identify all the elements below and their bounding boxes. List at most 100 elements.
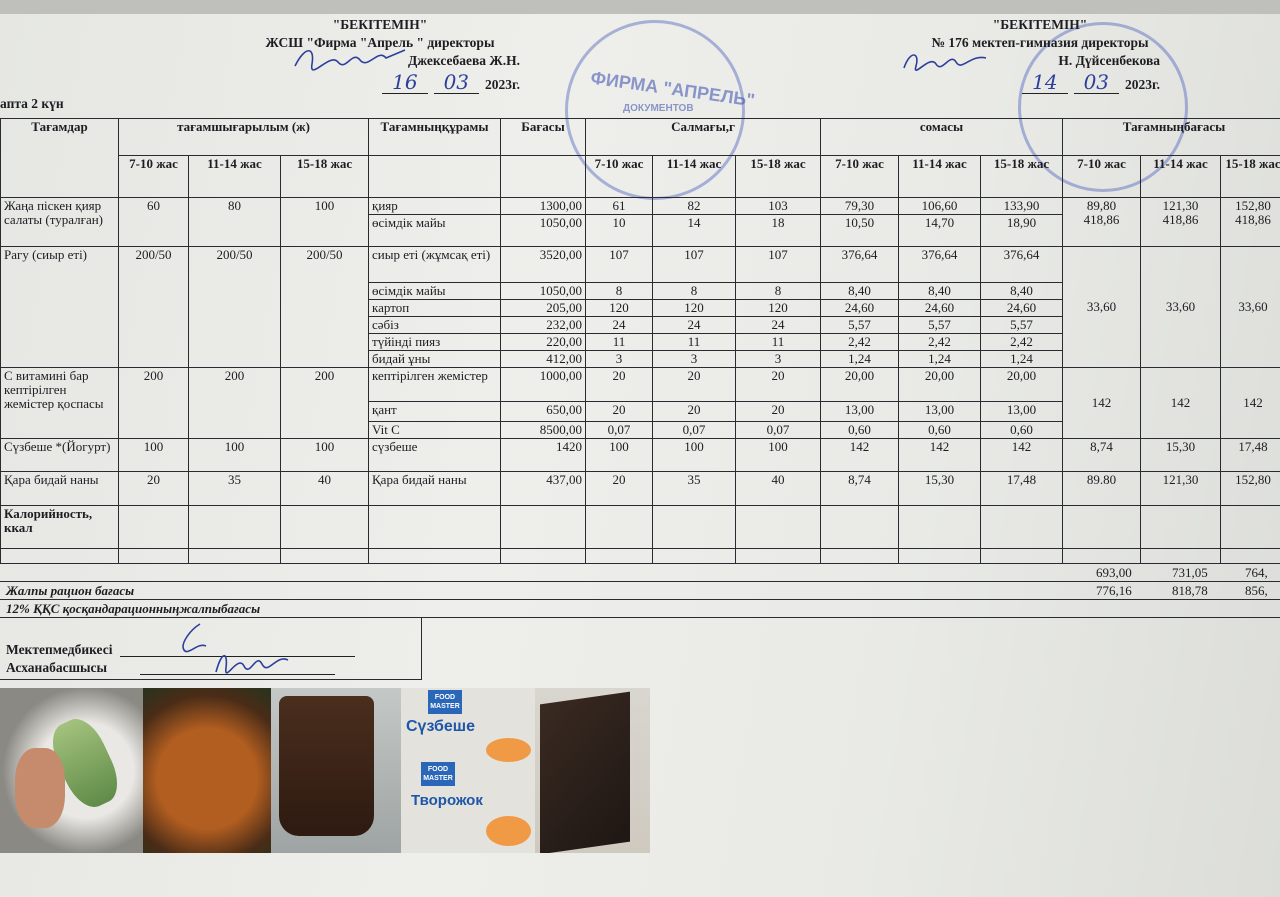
ingredient-weight: 107	[585, 246, 654, 283]
dish-output: 200/50	[188, 246, 281, 368]
dish-price: 89,80 418,86	[1062, 197, 1142, 247]
table-row: Жаңа піскен қияр салаты (туралған) 60 80 10…	[0, 197, 1280, 247]
empty-cell	[1220, 548, 1280, 564]
food-photos: FOOD MASTER Сүзбеше FOOD MASTER Творожок	[0, 688, 1280, 853]
dish-output: 20	[118, 471, 189, 506]
dish-output: 35	[188, 471, 281, 506]
ingredient-sum: 20,00	[980, 367, 1064, 402]
ingredient-weight: 11	[735, 333, 822, 351]
dish-output: 80	[188, 197, 281, 247]
ingredient-sum: 376,64	[980, 246, 1064, 283]
ingredient-price: 1300,00	[500, 197, 587, 215]
ingredient-weight: 0,07	[652, 421, 737, 439]
empty-cell	[368, 548, 502, 564]
empty-cell	[820, 505, 900, 549]
empty-cell	[898, 548, 982, 564]
ingredient-name: түйінді пияз	[368, 333, 502, 351]
date-month-handwritten: 03	[433, 71, 480, 94]
ingredient-name: сиыр еті (жұмсақ еті)	[368, 246, 502, 283]
dish-output: 200/50	[279, 246, 370, 368]
ingredient-weight: 82	[652, 197, 737, 215]
header-empty	[500, 155, 587, 198]
empty-cell	[980, 505, 1064, 549]
empty-row	[0, 548, 1280, 564]
ingredient-sum: 24,60	[980, 299, 1064, 317]
dish-price: 33,60	[1140, 246, 1222, 368]
approval-block-right: "БЕКІТЕМІН" № 176 мектеп-гимназия директ…	[890, 16, 1190, 94]
approval-year: 2023г.	[485, 77, 520, 92]
ingredient-sum: 142	[980, 438, 1064, 472]
ingredient-weight: 14	[652, 214, 737, 247]
approval-title: "БЕКІТЕМІН"	[992, 17, 1088, 32]
ingredient-sum: 13,00	[820, 401, 900, 422]
dish-price: 8,74	[1062, 438, 1142, 472]
ingredient-sum: 13,00	[898, 401, 982, 422]
ration-price-7-10: 776,16	[1096, 583, 1132, 598]
header-dish-price: Тағамныңбағасы	[1062, 118, 1280, 156]
ingredient-price: 1050,00	[500, 282, 587, 300]
ingredient-sum: 133,90	[980, 197, 1064, 215]
ingredient-name: өсімдік майы	[368, 282, 502, 300]
ingredient-weight: 100	[735, 438, 822, 472]
dish-output: 40	[279, 471, 370, 506]
dish-output: 200	[279, 367, 370, 439]
ingredient-weight: 40	[735, 471, 822, 506]
ingredient-weight: 8	[652, 282, 737, 300]
dish-name: Жаңа піскен қияр салаты (туралған)	[0, 197, 119, 247]
ingredient-price: 205,00	[500, 299, 587, 317]
ingredient-sum: 13,00	[980, 401, 1064, 422]
header-output: тағамшығарылым (ж)	[117, 118, 370, 156]
ingredient-sum: 2,42	[820, 333, 900, 351]
empty-cell	[279, 505, 370, 549]
ingredient-sum: 10,50	[820, 214, 900, 247]
totals-row-3: 12% ҚҚС қосқандарационныңжалпыбағасы	[0, 600, 1280, 618]
empty-cell	[652, 505, 737, 549]
dish-price: 142	[1220, 367, 1280, 439]
header-ages-weight: 11-14 жас	[652, 155, 737, 198]
empty-cell	[1062, 548, 1142, 564]
ingredient-name: сүзбеше	[368, 438, 502, 472]
ingredient-name: кептірілген жемістер	[368, 367, 502, 402]
approval-block-left: "БЕКІТЕМІН" ЖСШ "Фирма "Апрель " директо…	[230, 16, 530, 94]
ingredient-price: 220,00	[500, 333, 587, 351]
empty-cell	[188, 505, 281, 549]
table-row: өсімдік майы 1050,00 8 8 8 8,40 8,40 8,40	[1, 282, 1280, 300]
ingredient-sum: 1,24	[980, 350, 1064, 368]
nurse-signature	[182, 623, 207, 653]
dish-output: 60	[118, 197, 189, 247]
header-output-age: 7-10 жас	[118, 155, 189, 198]
dish-name: Сүзбеше *(Йогурт)	[0, 438, 119, 472]
ingredient-sum: 376,64	[820, 246, 900, 283]
dish-price: 33,60	[1220, 246, 1280, 368]
table-row: С витамині бар кептірілген жемістер қосп…	[0, 367, 1280, 439]
ingredient-sum: 5,57	[820, 316, 900, 334]
ingredient-name: қияр	[368, 197, 502, 215]
ingredient-name: Қара бидай наны	[368, 471, 502, 506]
approval-position: № 176 мектеп-гимназия директоры	[931, 35, 1149, 50]
ingredient-price: 650,00	[500, 401, 587, 422]
photo-yogurt: FOOD MASTER Сүзбеше FOOD MASTER Творожок	[401, 688, 535, 853]
ingredient-sum: 0,60	[820, 421, 900, 439]
empty-cell	[500, 548, 587, 564]
ingredient-weight: 3	[735, 350, 822, 368]
approval-date: 14 03 2023г.	[890, 70, 1190, 94]
date-day-handwritten: 14	[1022, 71, 1068, 94]
ingredient-price: 437,00	[500, 471, 587, 506]
empty-cell	[585, 548, 654, 564]
header-ages-weight: 15-18 жас	[735, 155, 822, 198]
ingredient-weight: 20	[585, 471, 654, 506]
cook-label: Асханабасшысы	[6, 660, 108, 675]
header-composition: Тағамныңқұрамы	[368, 118, 502, 156]
ingredient-weight: 20	[652, 367, 737, 402]
dish-price: 142	[1140, 367, 1222, 439]
ingredient-sum: 5,57	[898, 316, 982, 334]
empty-cell	[980, 548, 1064, 564]
ingredient-weight: 11	[652, 333, 737, 351]
header-ages-sum: 15-18 жас	[980, 155, 1064, 198]
table-row: сәбіз 232,00 24 24 24 5,57 5,57 5,57	[1, 316, 1280, 334]
dish-price: 142	[1062, 367, 1142, 439]
dish-price: 17,48	[1220, 438, 1280, 472]
dish-price: 33,60	[1062, 246, 1142, 368]
header-ages-price: 11-14 жас	[1140, 155, 1222, 198]
empty-cell	[1140, 548, 1222, 564]
